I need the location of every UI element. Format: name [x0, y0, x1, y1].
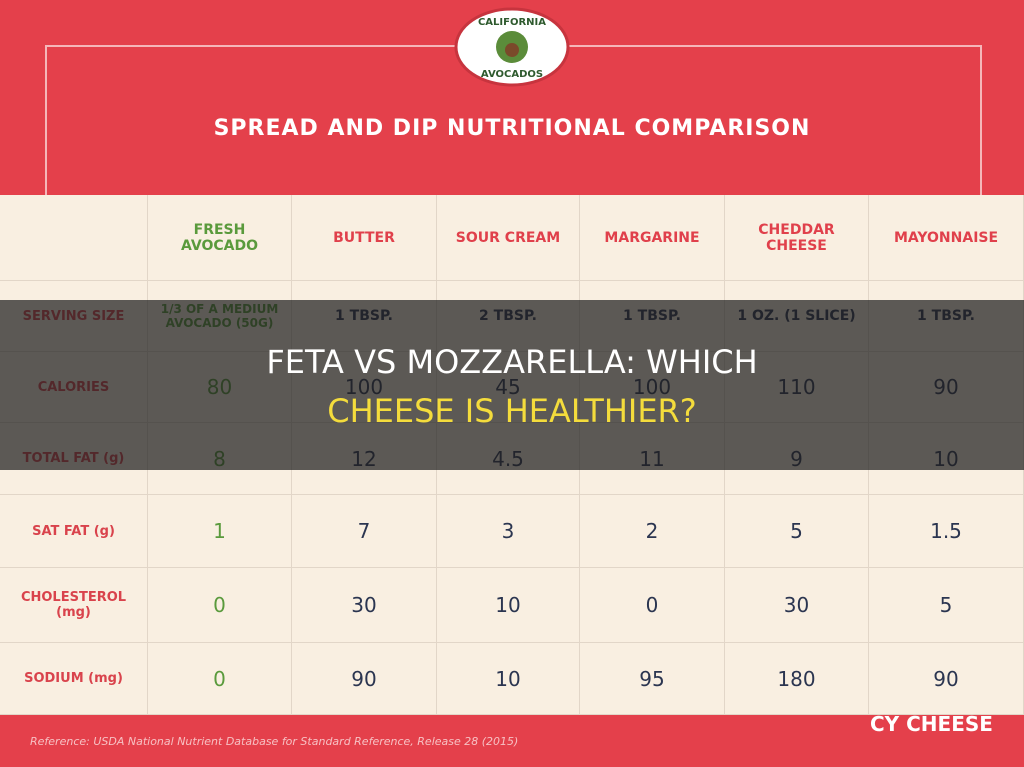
row-label: SODIUM (mg)	[0, 643, 148, 715]
table-cell: 10	[437, 568, 580, 643]
table-cell: 0	[148, 568, 292, 643]
row-label: CHOLESTEROL (mg)	[0, 568, 148, 643]
table-cell: 95	[580, 643, 725, 715]
table-cell: 3	[437, 495, 580, 568]
table-cell: 5	[869, 568, 1024, 643]
overlay-band	[0, 300, 1024, 470]
table-cell: 7	[292, 495, 437, 568]
logo: CALIFORNIA AVOCADOS	[454, 7, 570, 87]
table-cell: 30	[725, 568, 869, 643]
table-cell: 180	[725, 643, 869, 715]
logo-pit	[505, 43, 519, 57]
table-cell: 30	[292, 568, 437, 643]
table-cell: 1	[148, 495, 292, 568]
header-title: SPREAD AND DIP NUTRITIONAL COMPARISON	[213, 116, 811, 141]
logo-top: CALIFORNIA	[478, 17, 546, 28]
column-header: FRESH AVOCADO	[148, 195, 292, 281]
column-header: BUTTER	[292, 195, 437, 281]
overlay-title: FETA VS MOZZARELLA: WHICH	[266, 343, 758, 381]
overlay-title: CHEESE IS HEALTHIER?	[327, 392, 697, 430]
logo-bottom: AVOCADOS	[481, 69, 543, 80]
column-header: SOUR CREAM	[437, 195, 580, 281]
table-cell: 1.5	[869, 495, 1024, 568]
table-cell: 10	[437, 643, 580, 715]
table-cell: 90	[869, 643, 1024, 715]
watermark: CY CHEESE	[870, 712, 993, 736]
table-cell: 0	[580, 568, 725, 643]
table-cell: 5	[725, 495, 869, 568]
row-label: SAT FAT (g)	[0, 495, 148, 568]
table-cell: 2	[580, 495, 725, 568]
table-cell: 0	[148, 643, 292, 715]
table-cell: 90	[292, 643, 437, 715]
column-header: MARGARINE	[580, 195, 725, 281]
reference: Reference: USDA National Nutrient Databa…	[30, 735, 519, 748]
corner-cell	[0, 195, 148, 281]
column-header: CHEDDAR CHEESE	[725, 195, 869, 281]
column-header: MAYONNAISE	[869, 195, 1024, 281]
